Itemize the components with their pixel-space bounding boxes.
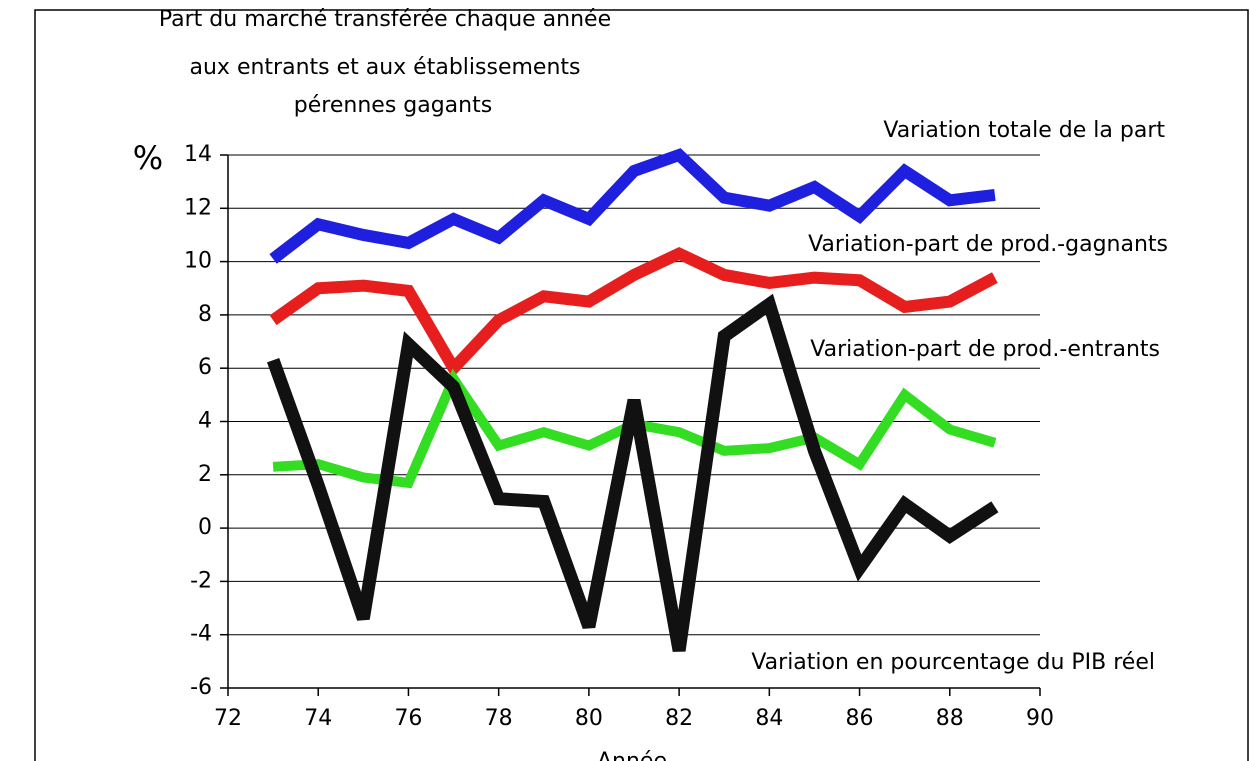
y-tick-label: 12 <box>184 195 212 220</box>
series-label: Variation-part de prod.-gagnants <box>808 232 1168 257</box>
y-tick-label: -6 <box>190 675 212 700</box>
y-tick-label: 8 <box>198 302 212 327</box>
series-label: Variation-part de prod.-entrants <box>810 337 1160 362</box>
series-line <box>269 148 996 264</box>
x-axis-label: Année <box>597 749 667 761</box>
y-tick-label: -4 <box>190 622 212 647</box>
y-tick-label: -2 <box>190 568 212 593</box>
x-tick-label: 76 <box>394 706 422 731</box>
x-tick-label: 74 <box>304 706 332 731</box>
y-tick-label: 0 <box>198 515 212 540</box>
y-tick-label: 10 <box>184 249 212 274</box>
x-tick-label: 82 <box>665 706 693 731</box>
y-tick-label: 2 <box>198 462 212 487</box>
series-line <box>269 246 998 379</box>
frame <box>34 9 1249 761</box>
y-axis-label: % <box>133 139 163 177</box>
chart-title: pérennes gagants <box>294 93 492 118</box>
series-line <box>266 293 999 652</box>
x-tick-label: 84 <box>755 706 783 731</box>
y-tick-label: 4 <box>198 409 212 434</box>
chart-title: Part du marché transférée chaque année <box>159 7 611 32</box>
series-label: Variation en pourcentage du PIB réel <box>751 650 1155 675</box>
y-tick-label: 6 <box>198 355 212 380</box>
chart-title: aux entrants et aux établissements <box>190 55 581 80</box>
x-tick-label: 78 <box>485 706 513 731</box>
x-tick-label: 90 <box>1026 706 1054 731</box>
x-tick-label: 86 <box>846 706 874 731</box>
series-label: Variation totale de la part <box>883 118 1165 143</box>
x-tick-label: 72 <box>214 706 242 731</box>
x-tick-label: 80 <box>575 706 603 731</box>
y-tick-label: 14 <box>184 142 212 167</box>
x-tick-label: 88 <box>936 706 964 731</box>
